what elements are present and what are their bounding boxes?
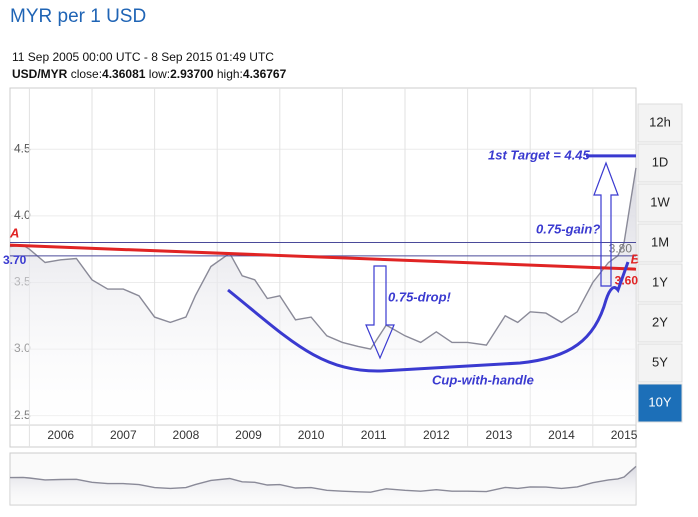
x-tick-label: 2014 <box>548 428 575 442</box>
cup-curve <box>227 261 630 373</box>
range-button[interactable] <box>637 143 683 183</box>
stat-text: low: <box>149 67 170 81</box>
x-tick-label: 2009 <box>235 428 262 442</box>
range-button[interactable] <box>637 223 683 263</box>
x-tick-label: 2008 <box>173 428 200 442</box>
range-button[interactable] <box>637 103 683 143</box>
stat-text: close: <box>71 67 102 81</box>
navigator-area <box>10 466 636 505</box>
range-button[interactable] <box>637 303 683 343</box>
stat-text: 4.36767 <box>243 67 287 81</box>
line <box>9 465 637 493</box>
trend-label: A <box>9 226 19 241</box>
gain-arrow <box>593 161 619 287</box>
reference-label: 3.70 <box>3 253 27 267</box>
x-tick-label: 2013 <box>486 428 513 442</box>
stats: USD/MYR close:4.36081 low:2.93700 high:4… <box>12 67 287 81</box>
range-button[interactable] <box>637 263 683 303</box>
reference-label: 3.80 <box>609 242 633 256</box>
y-tick-label: 4.0 <box>14 208 31 222</box>
stat-text: USD/MYR <box>12 67 68 81</box>
stat-text: 4.36081 <box>102 67 146 81</box>
range-button-label[interactable]: 1Y <box>652 274 668 289</box>
x-tick-label: 2007 <box>110 428 137 442</box>
line <box>9 167 637 350</box>
range-button-label[interactable]: 1W <box>650 194 670 209</box>
x-tick-label: 2012 <box>423 428 450 442</box>
trend-label: B <box>631 252 640 267</box>
range-button-label[interactable]: 2Y <box>652 314 668 329</box>
annotation: Cup-with-handle <box>432 372 534 387</box>
range-button-label[interactable]: 10Y <box>648 394 671 409</box>
range-button[interactable] <box>637 183 683 223</box>
y-tick-label: 4.5 <box>14 141 31 155</box>
range-button[interactable] <box>637 383 683 423</box>
range-button-label[interactable]: 12h <box>649 114 671 129</box>
chart-title: MYR per 1 USD <box>10 6 146 27</box>
x-tick-label: 2010 <box>298 428 325 442</box>
annotation: 0.75-drop! <box>388 289 452 304</box>
stat-text: 2.93700 <box>170 67 214 81</box>
range-button-label[interactable]: 5Y <box>652 354 668 369</box>
x-tick-label: 2015 <box>611 428 638 442</box>
trend-line <box>9 243 637 271</box>
drop-arrow <box>365 265 395 360</box>
annotation: 0.75-gain? <box>536 221 600 236</box>
stat-text: high: <box>217 67 243 81</box>
range-button-label[interactable]: 1M <box>651 234 669 249</box>
area <box>10 167 636 425</box>
subtitle: 11 Sep 2005 00:00 UTC - 8 Sep 2015 01:49… <box>12 50 274 64</box>
x-tick-label: 2011 <box>361 428 387 442</box>
range-button[interactable] <box>637 343 683 383</box>
x-tick-label: 2006 <box>47 428 74 442</box>
range-button-label[interactable]: 1D <box>652 154 669 169</box>
target-label: 1st Target = 4.45 <box>488 147 591 162</box>
